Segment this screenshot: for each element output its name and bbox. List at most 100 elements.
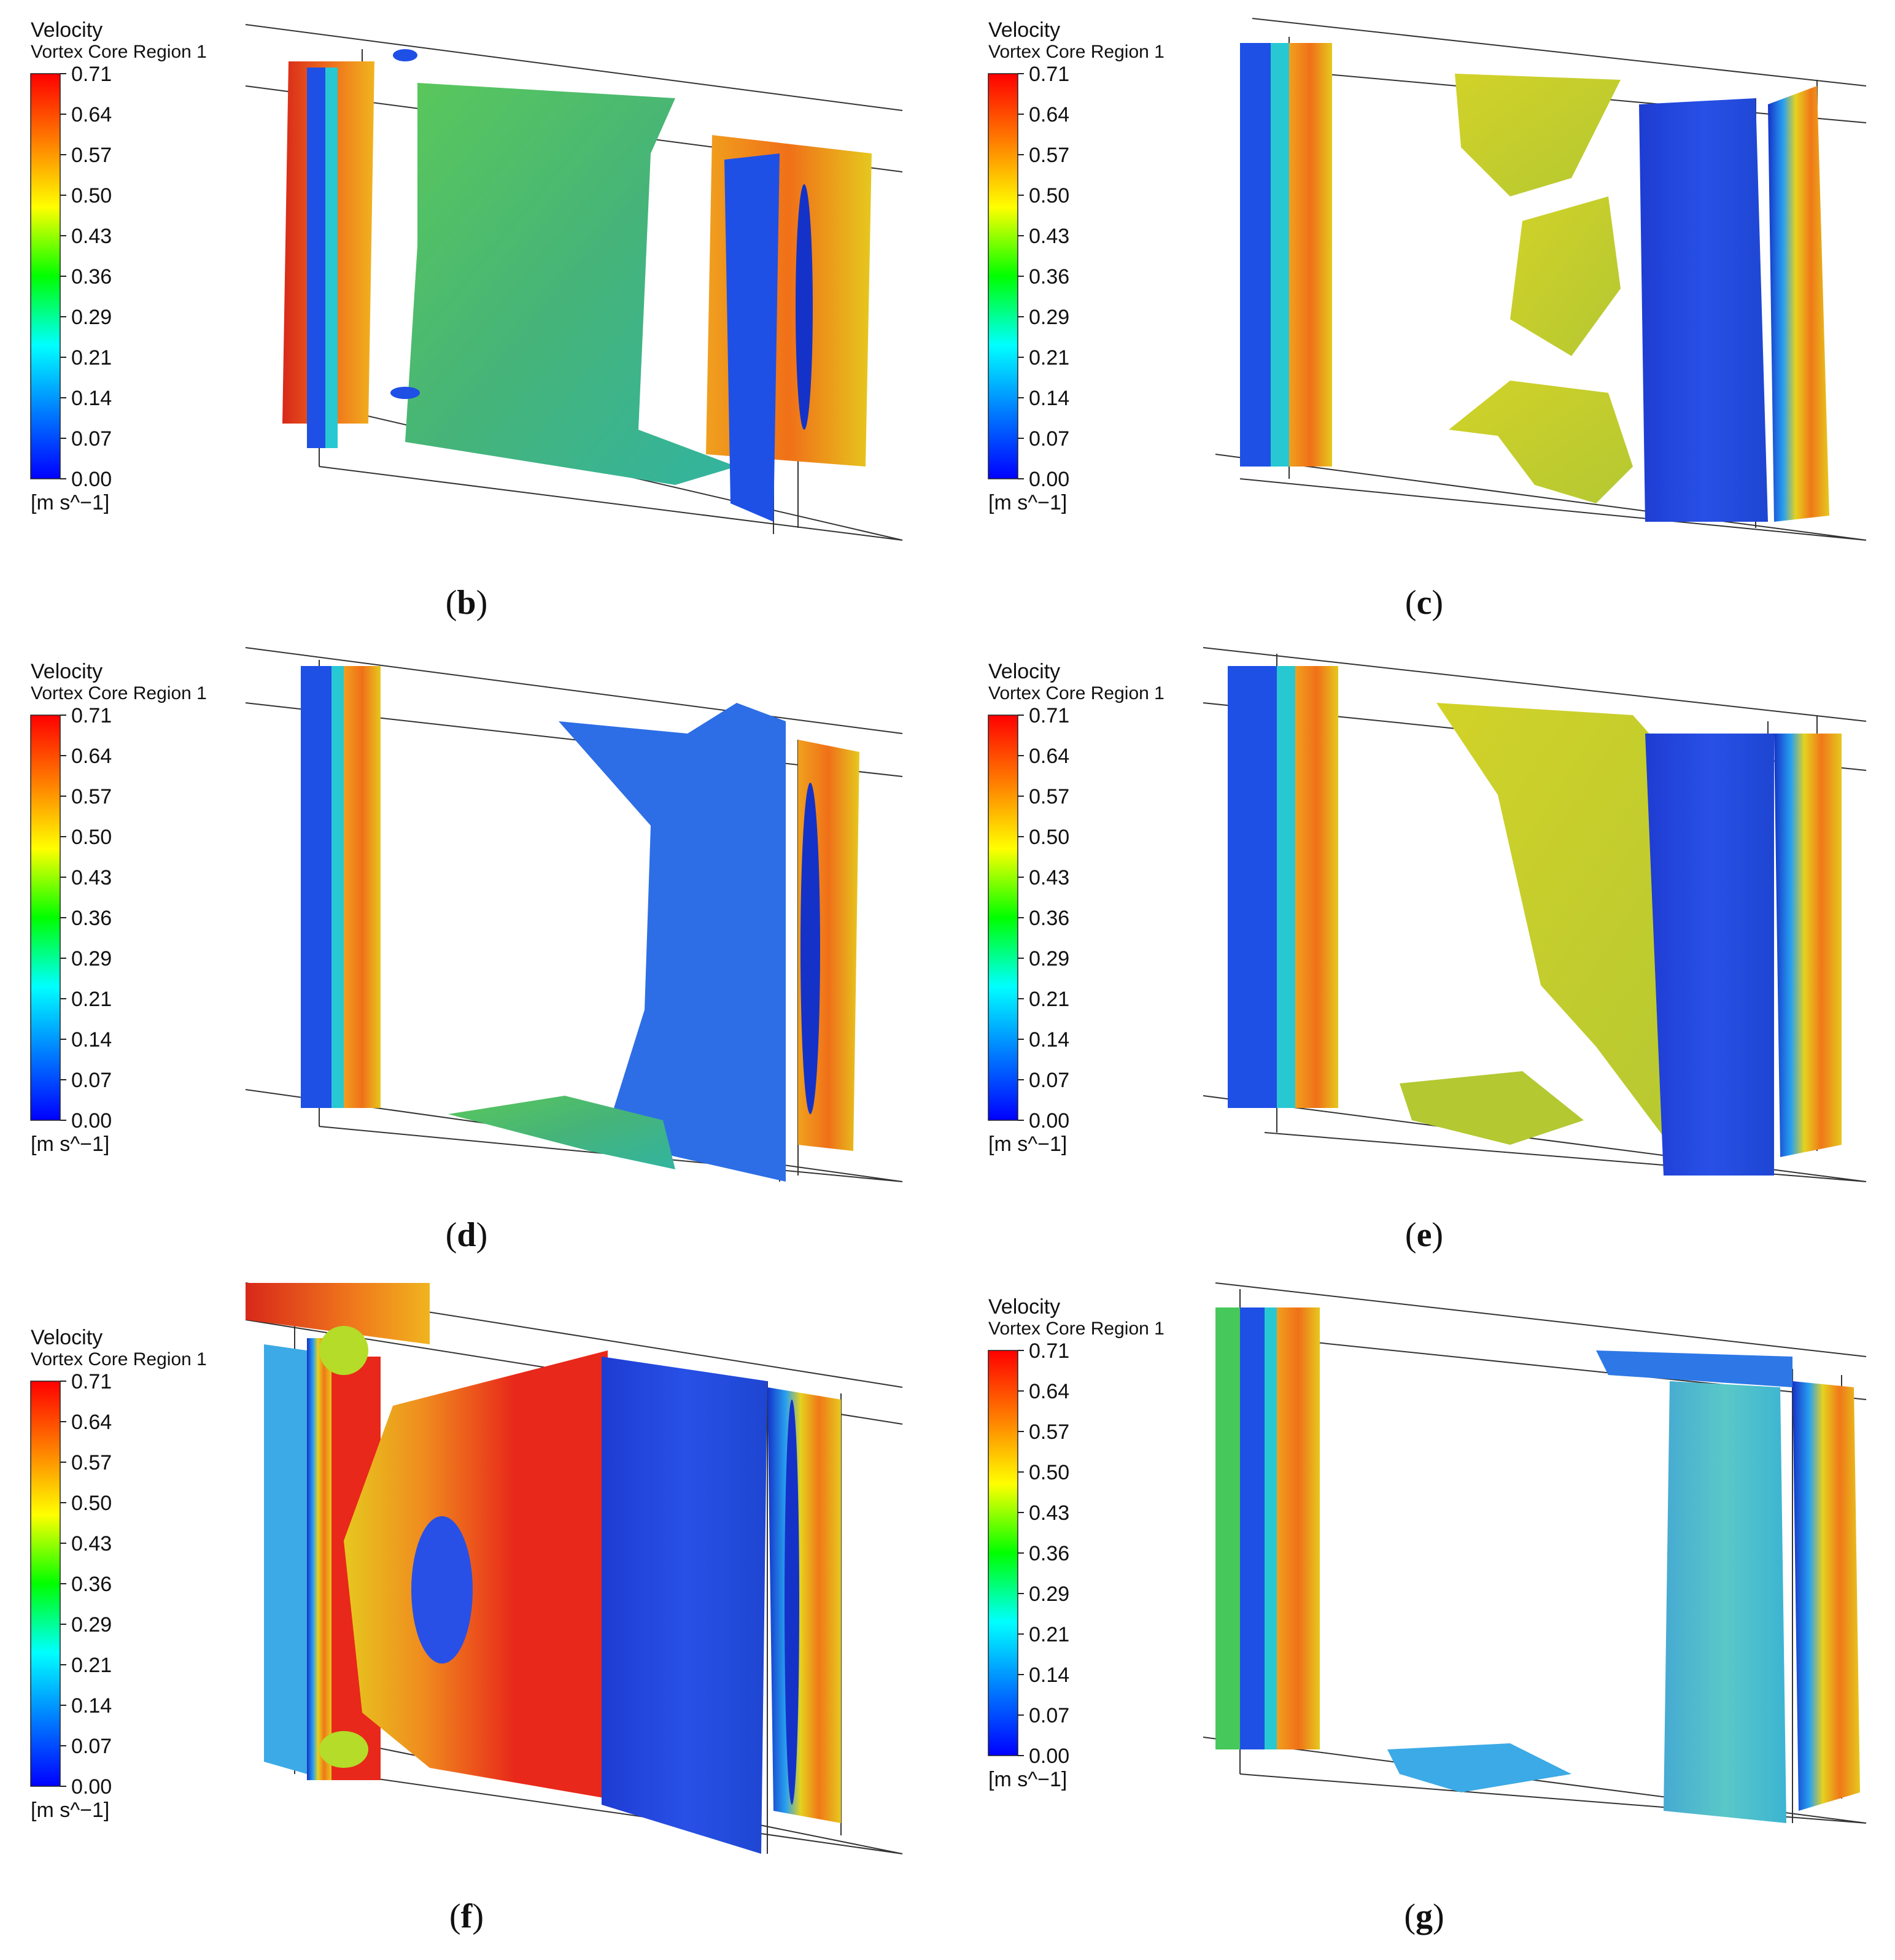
- legend-tick-label: 0.57: [1029, 144, 1069, 167]
- vortex-center-sheet: [405, 83, 737, 485]
- panel-caption: (g): [1404, 1897, 1444, 1935]
- legend-tick-label: 0.29: [71, 306, 112, 329]
- legend-tick-label: 0.50: [71, 184, 112, 207]
- legend-tick-label: 0.36: [71, 907, 112, 930]
- legend-tick-label: 0.21: [71, 1654, 112, 1677]
- legend-tick-label: 0.57: [1029, 785, 1069, 808]
- legend-tick-label: 0.29: [1029, 1582, 1069, 1606]
- legend-tick-label: 0.64: [1029, 1380, 1069, 1403]
- legend-tick-label: 0.00: [71, 1775, 112, 1799]
- legend-tick-label: 0.14: [1029, 1664, 1069, 1687]
- caption-close: ): [476, 584, 488, 622]
- panel-caption-text: (f): [449, 1897, 484, 1935]
- legend-tick-label: 0.71: [1029, 1339, 1069, 1363]
- legend-colorbar: [30, 1381, 61, 1787]
- legend-tick-label: 0.07: [71, 427, 112, 451]
- panel-caption-text: (b): [446, 584, 487, 622]
- vortex-left-core: [307, 68, 325, 448]
- legend-tick-label: 0.43: [71, 1532, 112, 1555]
- legend-tick-label: 0.71: [1029, 63, 1069, 86]
- legend-subtitle: Vortex Core Region 1: [988, 683, 1165, 703]
- legend-unit: [m s^−1]: [31, 1799, 109, 1822]
- vortex-surfaces: [1240, 43, 1829, 522]
- legend-title: Velocity: [988, 18, 1060, 42]
- legend-tick-label: 0.00: [1029, 1745, 1069, 1768]
- vortex-surfaces: [246, 1283, 841, 1854]
- legend-tick-label: 0.14: [71, 1028, 112, 1052]
- caption-open: (: [1405, 584, 1417, 622]
- legend-title: Velocity: [31, 1326, 103, 1349]
- legend-unit: [m s^−1]: [988, 1133, 1067, 1156]
- legend-tick-label: 0.21: [1029, 1623, 1069, 1646]
- legend-tick-label: 0.29: [1029, 306, 1069, 329]
- caption-close: ): [1432, 1216, 1443, 1254]
- vortex-surfaces: [301, 666, 859, 1182]
- legend-unit: [m s^−1]: [988, 491, 1067, 514]
- legend-tick-label: 0.29: [71, 947, 112, 970]
- legend-colorbar: [988, 1350, 1018, 1756]
- legend-unit: [m s^−1]: [988, 1768, 1067, 1791]
- legend-tick-label: 0.07: [71, 1735, 112, 1758]
- legend-tick-label: 0.64: [1029, 103, 1069, 126]
- legend-tick-label: 0.00: [71, 1109, 112, 1133]
- legend-tick-label: 0.50: [1029, 184, 1069, 207]
- legend-tick-label: 0.14: [1029, 1028, 1069, 1052]
- caption-open: (: [446, 584, 457, 622]
- legend-tick-label: 0.71: [71, 704, 112, 727]
- panel-caption: (f): [449, 1897, 484, 1935]
- caption-open: (: [446, 1216, 457, 1254]
- legend-tick-label: 0.57: [1029, 1420, 1069, 1444]
- legend-tick-label: 0.71: [71, 1370, 112, 1393]
- legend-subtitle: Vortex Core Region 1: [988, 42, 1165, 62]
- vortex-surfaces: [1228, 666, 1842, 1176]
- legend-tick-label: 0.64: [71, 1411, 112, 1434]
- legend-tick-label: 0.36: [71, 1573, 112, 1596]
- caption-open: (: [1405, 1216, 1417, 1254]
- legend-colorbar: [988, 73, 1018, 479]
- legend-tick-label: 0.21: [71, 988, 112, 1011]
- legend-tick-label: 0.36: [1029, 907, 1069, 930]
- caption-label: b: [457, 584, 476, 622]
- caption-label: c: [1417, 584, 1432, 622]
- legend-tick-label: 0.50: [71, 1492, 112, 1515]
- legend-tick-label: 0.43: [1029, 225, 1069, 248]
- legend-title: Velocity: [988, 660, 1060, 683]
- legend-tick-label: 0.07: [71, 1069, 112, 1092]
- panel-caption: (e): [1405, 1216, 1443, 1254]
- legend-tick-label: 0.43: [71, 866, 112, 889]
- legend-tick-label: 0.71: [71, 63, 112, 86]
- panel-caption: (c): [1405, 584, 1443, 622]
- caption-close: ): [1432, 584, 1443, 622]
- legend-tick-label: 0.14: [1029, 387, 1069, 410]
- vortex-surfaces: [1215, 1307, 1860, 1823]
- legend-subtitle: Vortex Core Region 1: [988, 1319, 1165, 1339]
- legend-tick-label: 0.21: [71, 346, 112, 370]
- caption-open: (: [449, 1897, 461, 1935]
- caption-open: (: [1404, 1897, 1416, 1935]
- legend-tick-label: 0.64: [71, 103, 112, 126]
- legend-tick-label: 0.00: [71, 468, 112, 491]
- caption-label: d: [457, 1216, 476, 1254]
- legend-tick-label: 0.43: [71, 225, 112, 248]
- legend-tick-label: 0.07: [1029, 1069, 1069, 1092]
- legend-tick-label: 0.29: [1029, 947, 1069, 970]
- legend-tick-label: 0.50: [1029, 826, 1069, 849]
- legend-tick-label: 0.00: [1029, 1109, 1069, 1133]
- panel-caption-text: (c): [1405, 584, 1443, 622]
- caption-close: ): [1433, 1897, 1444, 1935]
- legend-tick-label: 0.57: [71, 785, 112, 808]
- panel-caption-text: (e): [1405, 1216, 1443, 1254]
- legend-tick-label: 0.21: [1029, 988, 1069, 1011]
- legend-tick-label: 0.00: [1029, 468, 1069, 491]
